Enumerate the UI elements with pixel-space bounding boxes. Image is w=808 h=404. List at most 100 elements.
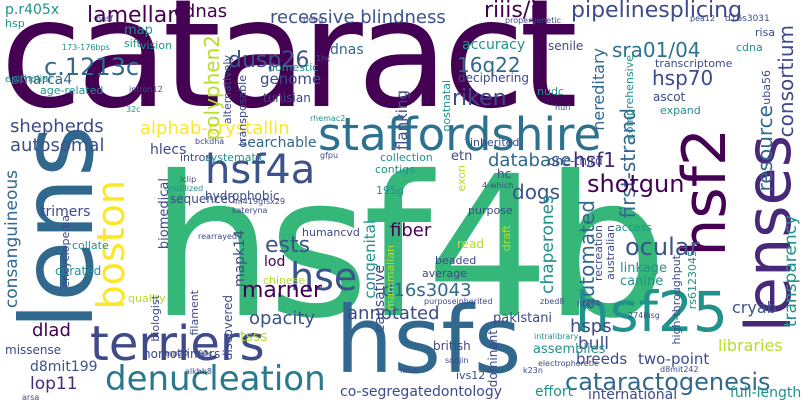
word-systematic: systematic: [205, 151, 265, 164]
word-flanking: flanking: [393, 90, 411, 151]
word-contigs: contigs: [375, 163, 415, 176]
word-hlecs: hlecs: [150, 142, 187, 158]
word-hydrophobic: hydrophobic: [205, 189, 280, 203]
word-propergenetic: propergenetic: [505, 16, 561, 25]
word-mammalian: mammalian: [384, 245, 397, 311]
word-mp20: mp20: [165, 349, 189, 358]
word-autosomal: autosomal: [10, 135, 105, 156]
word-lod: lod: [264, 254, 286, 270]
word-electrophoretic: electrophoretic: [538, 359, 599, 368]
word-access: access: [615, 221, 653, 234]
word-c1213c: c.1213c: [44, 53, 140, 81]
word-libraries: libraries: [718, 336, 783, 355]
word-d16s3043: d16s3043: [382, 280, 472, 301]
word-resource: resource: [753, 105, 777, 192]
word-purposeinherited: purposeinherited: [424, 297, 493, 306]
word-opacity: opacity: [249, 308, 316, 329]
word-map: map: [124, 23, 153, 38]
word-cryab: cryab: [732, 298, 777, 317]
word-chaperones: chaperones: [538, 195, 558, 294]
word-ivs12: ivs12: [456, 369, 486, 382]
word-m419gfsx29: m419gfsx29: [235, 197, 286, 206]
word-comprehensive: comprehensive: [623, 55, 636, 140]
word-exon: exon: [455, 165, 468, 192]
word-annotated: annotated: [347, 303, 440, 324]
word-16q22: 16q22: [457, 53, 521, 77]
word-ascot: ascot: [653, 90, 686, 104]
word-co-segregatedontology: co-segregatedontology: [340, 384, 503, 400]
word-rearrayed: rearrayed: [198, 232, 238, 241]
word-hhof4: hhof4: [577, 299, 600, 308]
word-shotgun: shotgun: [587, 170, 685, 198]
word-read: read: [457, 237, 485, 251]
word-idua: idua: [400, 366, 418, 375]
word-etn: etn: [451, 149, 473, 164]
word-vision: vision: [140, 39, 173, 52]
word-hsf4a: hsf4a: [205, 147, 316, 193]
word-denucleation: denucleation: [105, 359, 326, 399]
word-hsp: hsp: [5, 17, 25, 30]
word-intralibrary: intralibrary: [534, 332, 579, 341]
word-average: average: [422, 267, 468, 280]
word-zbed8: zbed8: [540, 297, 565, 306]
word-deciphering: deciphering: [458, 71, 530, 85]
word-dominant: dominant: [486, 330, 500, 388]
word-missense: missense: [5, 343, 62, 357]
word-lop11: lop11: [30, 374, 78, 394]
word-collate: collate: [72, 239, 109, 252]
word-alkbh8: alkbh8: [185, 367, 212, 376]
word-two-point: two-point: [638, 350, 710, 368]
word-dnas: dnas: [330, 42, 364, 58]
word-purpose: purpose: [468, 204, 513, 217]
word-dlad: dlad: [32, 320, 71, 341]
word-dusp26: dusp26: [228, 48, 310, 73]
word-sift: sift: [124, 37, 141, 50]
word-hsf4b: hsf4b: [150, 134, 668, 361]
word-bckdha: bckdha: [195, 137, 225, 146]
word-intron: intron: [180, 151, 213, 164]
word-pebg: pebg: [303, 15, 324, 24]
word-hsfs: hsfs: [335, 287, 522, 394]
word-195g: 195g: [376, 184, 404, 197]
word-tsss: tsss: [240, 329, 268, 345]
word-expand: expand: [660, 104, 701, 117]
word-marner: marner: [242, 278, 323, 303]
word-p-r405x: p.r405x: [5, 2, 60, 18]
word-soojin: soojin: [445, 356, 469, 365]
word-one-third: one-third: [548, 154, 603, 168]
word-high-throughput: high-throughput: [670, 255, 683, 345]
word-biologist: biologist: [149, 295, 162, 342]
word-transposable: transposable: [236, 75, 249, 147]
word-recessive-blindness: recessive blindness: [270, 7, 446, 28]
word-terriers: terriers: [90, 316, 265, 372]
word-transparency: transparency: [781, 215, 801, 328]
word-age-related: age-related: [40, 84, 104, 97]
word-hsps: hsps: [570, 316, 612, 337]
word-gfpu: gfpu: [320, 151, 339, 160]
word-consanguineous: consanguineous: [2, 170, 22, 309]
word-d16s3031: d16s3031: [725, 14, 770, 24]
word-alternatively: alternatively: [221, 55, 234, 125]
word-4-which: 4-which: [482, 181, 514, 190]
word-full-length: full-length: [730, 385, 802, 401]
word-ocular: ocular: [625, 233, 700, 261]
word-breeds: breeds: [576, 350, 628, 368]
word-tunisian: tunisian: [263, 91, 311, 105]
word-assemblies: assemblies: [533, 342, 606, 357]
word-hsf1: hsf1: [573, 148, 616, 172]
word-smarca4: smarca4: [12, 72, 73, 88]
word-collection: collection: [380, 151, 433, 164]
word-93c: 93c: [198, 349, 213, 358]
word-riiis-j: riiis/j: [484, 0, 537, 23]
word-fiber: fiber: [390, 220, 432, 241]
word-rs6123045: rs6123045: [686, 250, 699, 310]
word-dogs: dogs: [512, 180, 561, 204]
word-pea12: pea12: [690, 14, 716, 23]
word-british: british: [433, 339, 471, 353]
word-32c: 32c: [126, 105, 141, 114]
word-pakistani: pakistani: [493, 311, 553, 326]
word-unutilized: unutilized: [164, 184, 204, 193]
word-sra01-04: sra01/04: [612, 38, 701, 62]
word-humancvd: humancvd: [302, 226, 360, 239]
